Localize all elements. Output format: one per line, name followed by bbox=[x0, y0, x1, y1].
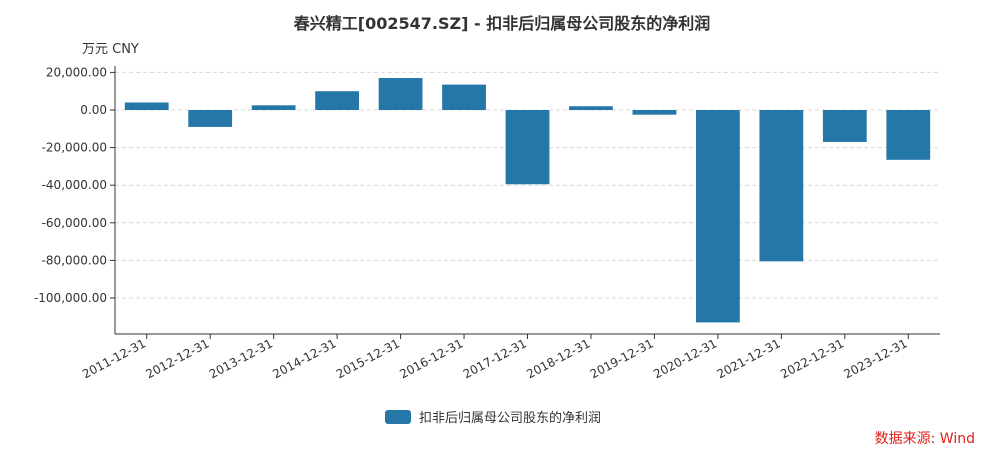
x-tick-label: 2020-12-31 bbox=[651, 336, 719, 381]
x-tick-label: 2022-12-31 bbox=[778, 336, 846, 381]
bar[interactable] bbox=[442, 84, 486, 110]
y-tick-label: 0.00 bbox=[80, 103, 107, 117]
x-tick-label: 2019-12-31 bbox=[588, 336, 656, 381]
chart-title: 春兴精工[002547.SZ] - 扣非后归属母公司股东的净利润 bbox=[293, 14, 710, 33]
y-tick-label: -60,000.00 bbox=[42, 216, 107, 230]
bar[interactable] bbox=[632, 110, 677, 115]
x-tick-label: 2021-12-31 bbox=[715, 336, 783, 381]
legend[interactable]: 扣非后归属母公司股东的净利润 bbox=[385, 410, 601, 426]
x-tick-label: 2023-12-31 bbox=[842, 336, 910, 381]
bar[interactable] bbox=[569, 106, 613, 110]
bar[interactable] bbox=[315, 91, 360, 110]
y-tick-label: -100,000.00 bbox=[34, 291, 107, 305]
x-tick-label: 2018-12-31 bbox=[524, 336, 592, 381]
axis-layer bbox=[114, 66, 940, 335]
bar[interactable] bbox=[759, 110, 804, 262]
y-tick-label: -20,000.00 bbox=[42, 141, 107, 155]
y-axis-ticks: 20,000.00 0.00 -20,000.00 -40,000.00 -60,000… bbox=[34, 65, 115, 305]
legend-label: 扣非后归属母公司股东的净利润 bbox=[419, 410, 601, 426]
y-tick-label: 20,000.00 bbox=[46, 65, 107, 79]
x-tick-label: 2012-12-31 bbox=[143, 336, 211, 381]
x-tick-label: 2011-12-31 bbox=[80, 336, 148, 381]
x-tick-label: 2017-12-31 bbox=[461, 336, 529, 381]
legend-swatch bbox=[385, 410, 411, 424]
bar[interactable] bbox=[378, 78, 423, 110]
bar[interactable] bbox=[505, 110, 550, 185]
x-tick-label: 2016-12-31 bbox=[397, 336, 465, 381]
bar[interactable] bbox=[251, 105, 296, 110]
y-unit-label: 万元 CNY bbox=[82, 42, 139, 57]
x-tick-label: 2014-12-31 bbox=[270, 336, 338, 381]
x-tick-label: 2015-12-31 bbox=[334, 336, 402, 381]
bar[interactable] bbox=[124, 102, 169, 110]
y-tick-label: -80,000.00 bbox=[42, 253, 107, 267]
bar[interactable] bbox=[188, 110, 233, 127]
bar[interactable] bbox=[695, 110, 740, 323]
bar-layer bbox=[124, 78, 931, 323]
bar[interactable] bbox=[886, 110, 931, 160]
x-tick-label: 2013-12-31 bbox=[207, 336, 275, 381]
source-note: 数据来源: Wind bbox=[875, 431, 975, 447]
grid-layer bbox=[115, 71, 940, 299]
bar[interactable] bbox=[822, 110, 867, 142]
y-tick-label: -40,000.00 bbox=[42, 178, 107, 192]
x-axis-ticks: 2011-12-312012-12-312013-12-312014-12-31… bbox=[80, 334, 910, 381]
